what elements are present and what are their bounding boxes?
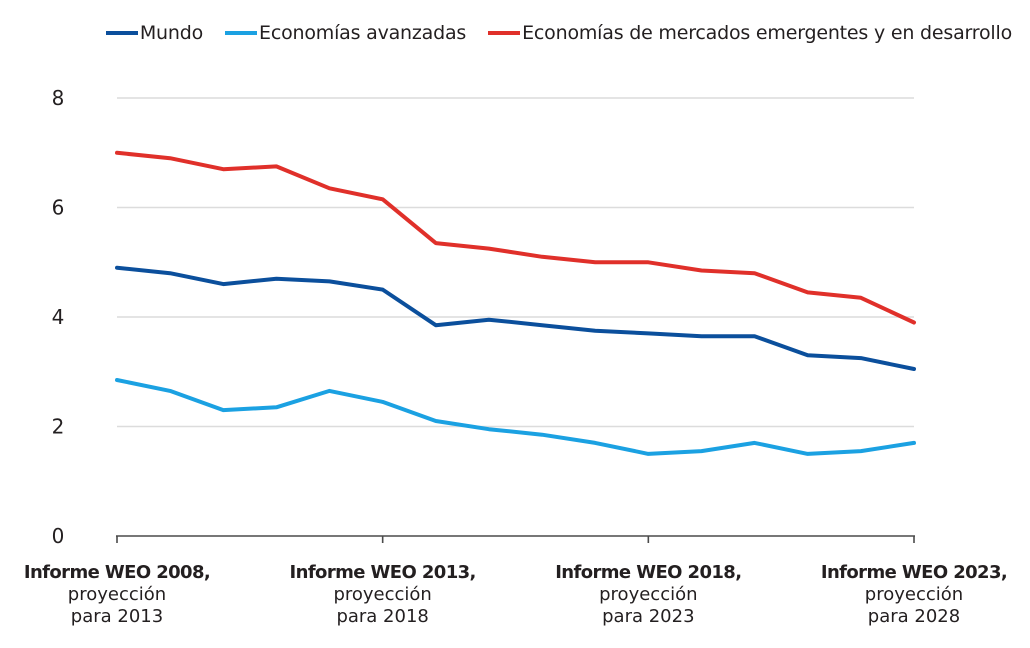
data-point xyxy=(699,334,703,338)
data-point xyxy=(912,320,916,324)
legend-item: Mundo xyxy=(105,18,204,48)
y-tick-label: 8 xyxy=(52,86,65,110)
legend-label: Economías de mercados emergentes y en de… xyxy=(522,22,1012,44)
legend-label: Economías avanzadas xyxy=(259,22,467,44)
y-tick-label: 4 xyxy=(52,305,65,329)
legend-swatch xyxy=(105,31,138,35)
x-tick-label: Informe WEO 2013, proyección para 2018 xyxy=(253,562,513,628)
data-point xyxy=(168,271,172,275)
data-point xyxy=(381,197,385,201)
data-point xyxy=(115,378,119,382)
data-point xyxy=(115,266,119,270)
x-tick-label-line3: para 2023 xyxy=(602,606,695,627)
data-point xyxy=(221,408,225,412)
series-line-economias-avanzadas xyxy=(115,378,916,456)
x-tick-label-line2: proyección xyxy=(864,584,964,605)
data-point xyxy=(221,167,225,171)
x-tick-label: Informe WEO 2008, proyección para 2013 xyxy=(0,562,247,628)
data-point xyxy=(540,255,544,259)
series-line-mundo xyxy=(115,265,916,371)
data-point xyxy=(487,427,491,431)
data-point xyxy=(274,277,278,281)
x-tick-label-line3: para 2018 xyxy=(336,606,429,627)
data-point xyxy=(859,449,863,453)
data-point xyxy=(699,268,703,272)
x-tick-label-title: Informe WEO 2018, xyxy=(555,562,742,583)
legend-item: Economías de mercados emergentes y en de… xyxy=(488,18,1012,48)
x-tick-label-line2: proyección xyxy=(599,584,698,605)
data-point xyxy=(753,441,757,445)
data-point xyxy=(806,353,810,357)
data-point xyxy=(753,271,757,275)
x-tick-label-line3: para 2013 xyxy=(70,606,164,627)
data-point xyxy=(221,282,225,286)
data-point xyxy=(168,156,172,160)
data-point xyxy=(381,400,385,404)
data-point xyxy=(328,186,332,190)
legend-item: Economías avanzadas xyxy=(225,18,466,48)
data-point xyxy=(328,279,332,283)
data-point xyxy=(593,441,597,445)
data-point xyxy=(168,389,172,393)
x-tick-label: Informe WEO 2018, proyección para 2023 xyxy=(518,562,778,628)
chart-legend: Mundo Economías avanzadas Economías de mer… xyxy=(0,18,1030,48)
x-tick-label-line2: proyección xyxy=(333,584,432,605)
data-point xyxy=(912,441,916,445)
data-point xyxy=(434,419,438,423)
data-point xyxy=(434,241,438,245)
y-tick-label: 2 xyxy=(52,415,65,439)
series-line-economias-de-mercados-emergentes-y-en-desarrollo xyxy=(115,150,916,325)
data-point xyxy=(593,260,597,264)
data-point xyxy=(540,323,544,327)
data-point xyxy=(646,331,650,335)
y-tick-label: 6 xyxy=(52,196,65,220)
legend-swatch xyxy=(225,31,258,35)
data-point xyxy=(274,405,278,409)
legend-swatch xyxy=(488,31,521,35)
x-tick-label-line3: para 2028 xyxy=(867,606,961,627)
data-point xyxy=(806,452,810,456)
data-point xyxy=(859,356,863,360)
data-point xyxy=(540,433,544,437)
legend-label: Mundo xyxy=(139,22,204,44)
data-point xyxy=(381,288,385,292)
data-point xyxy=(912,367,916,371)
x-tick-label-title: Informe WEO 2013, xyxy=(289,562,477,583)
data-point xyxy=(274,164,278,168)
x-tick-label-title: Informe WEO 2023, xyxy=(820,562,1008,583)
x-tick-label-title: Informe WEO 2008, xyxy=(23,562,211,583)
data-point xyxy=(753,334,757,338)
y-tick-label: 0 xyxy=(52,524,65,548)
data-point xyxy=(646,260,650,264)
data-point xyxy=(328,389,332,393)
data-point xyxy=(487,318,491,322)
data-point xyxy=(593,329,597,333)
data-point xyxy=(859,296,863,300)
data-point xyxy=(806,290,810,294)
data-point xyxy=(699,449,703,453)
x-tick-label-line2: proyección xyxy=(67,584,167,605)
data-point xyxy=(646,452,650,456)
data-point xyxy=(434,323,438,327)
x-tick-label: Informe WEO 2023, proyección para 2028 xyxy=(784,562,1030,628)
data-point xyxy=(115,151,119,155)
data-point xyxy=(487,247,491,251)
